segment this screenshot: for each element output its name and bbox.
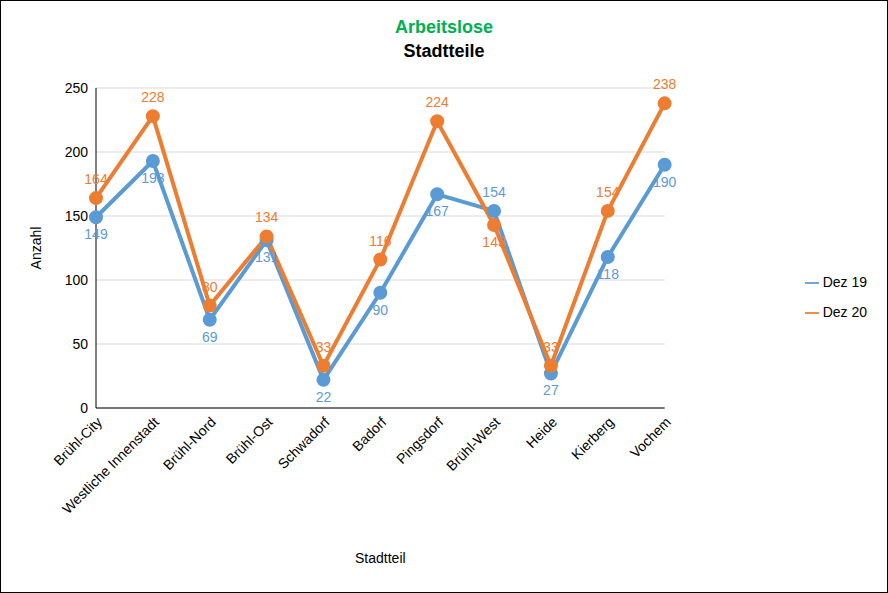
svg-text:Schwadorf: Schwadorf bbox=[275, 414, 333, 472]
svg-text:154: 154 bbox=[482, 184, 506, 200]
html-text:Dez 19: Dez 19 bbox=[822, 273, 867, 290]
svg-text:Brühl-Nord: Brühl-Nord bbox=[160, 414, 219, 473]
svg-text:Westliche Innenstadt: Westliche Innenstadt bbox=[59, 414, 162, 517]
svg-text:33: 33 bbox=[316, 339, 332, 355]
svg-text:Brühl-City: Brühl-City bbox=[50, 414, 105, 469]
svg-text:69: 69 bbox=[202, 329, 218, 345]
svg-text:Vochem: Vochem bbox=[627, 414, 674, 461]
svg-text:0: 0 bbox=[80, 400, 88, 416]
svg-text:143: 143 bbox=[482, 234, 506, 250]
svg-text:33: 33 bbox=[543, 339, 559, 355]
svg-text:Pingsdorf: Pingsdorf bbox=[393, 414, 446, 467]
svg-text:27: 27 bbox=[543, 382, 559, 398]
svg-text:80: 80 bbox=[202, 279, 218, 295]
svg-text:116: 116 bbox=[369, 233, 392, 249]
svg-text:22: 22 bbox=[316, 389, 332, 405]
svg-text:Anzahl: Anzahl bbox=[28, 227, 44, 270]
svg-text:200: 200 bbox=[65, 144, 89, 160]
svg-text:100: 100 bbox=[65, 272, 89, 288]
svg-text:50: 50 bbox=[72, 336, 88, 352]
svg-text:149: 149 bbox=[84, 226, 108, 242]
svg-text:164: 164 bbox=[84, 171, 108, 187]
svg-text:150: 150 bbox=[65, 208, 89, 224]
svg-text:Badorf: Badorf bbox=[349, 414, 390, 455]
svg-text:238: 238 bbox=[653, 76, 677, 92]
svg-text:Stadtteil: Stadtteil bbox=[355, 550, 406, 566]
svg-text:154: 154 bbox=[596, 184, 620, 200]
svg-text:Brühl-Ost: Brühl-Ost bbox=[223, 414, 276, 467]
svg-text:224: 224 bbox=[426, 94, 450, 110]
svg-text:190: 190 bbox=[653, 174, 677, 190]
svg-text:167: 167 bbox=[426, 203, 450, 219]
svg-text:Heide: Heide bbox=[523, 414, 560, 451]
svg-text:131: 131 bbox=[255, 249, 279, 265]
svg-text:118: 118 bbox=[597, 266, 620, 282]
svg-text:Brühl-West: Brühl-West bbox=[443, 414, 503, 474]
svg-text:250: 250 bbox=[65, 80, 89, 96]
html-text:Stadtteile: Stadtteile bbox=[403, 41, 485, 61]
svg-text:228: 228 bbox=[141, 89, 165, 105]
svg-text:Kierberg: Kierberg bbox=[568, 414, 617, 463]
svg-text:134: 134 bbox=[255, 209, 279, 225]
html-text:Dez 20: Dez 20 bbox=[822, 303, 867, 320]
svg-text:193: 193 bbox=[141, 170, 165, 186]
html-text:Arbeitslose: Arbeitslose bbox=[395, 17, 493, 37]
svg-text:90: 90 bbox=[373, 302, 389, 318]
